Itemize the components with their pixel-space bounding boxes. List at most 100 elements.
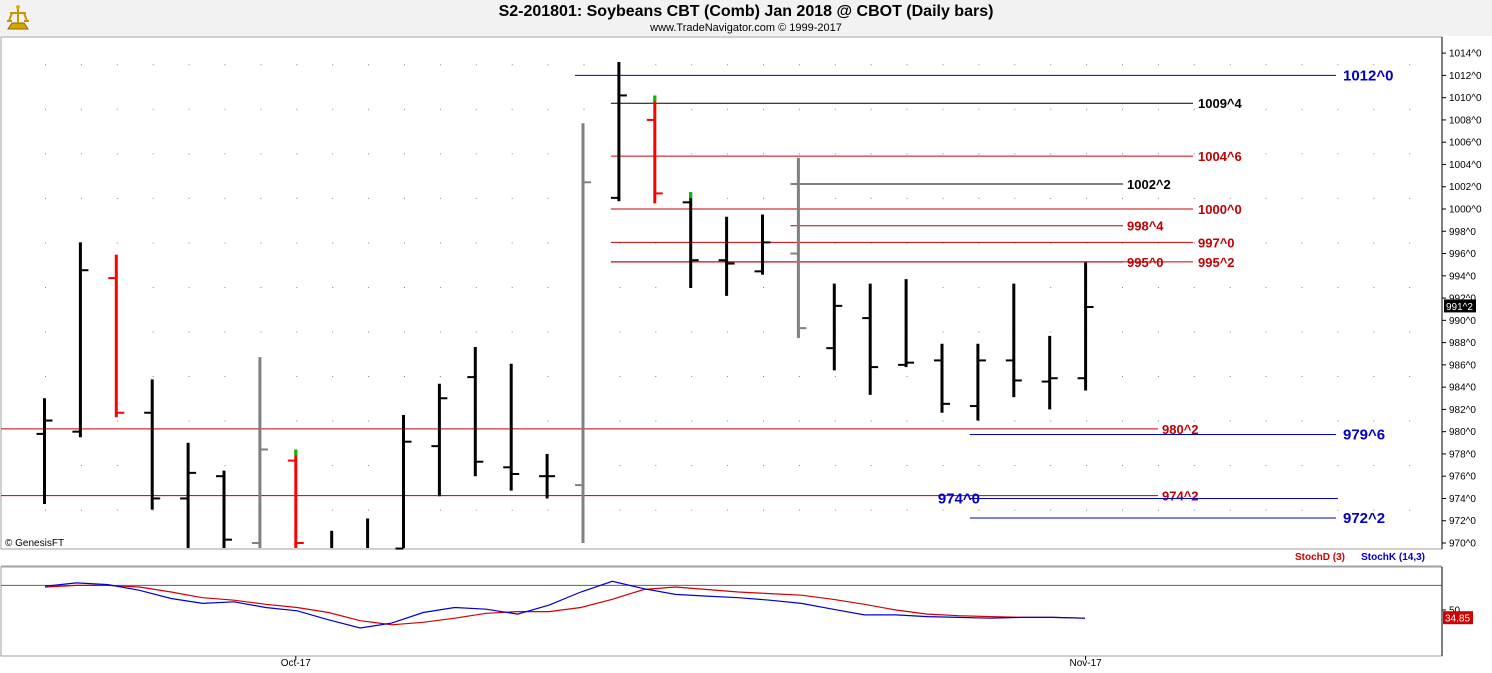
y-axis-tick-label: 974^0 [1449, 494, 1476, 505]
grid-dot [116, 509, 118, 511]
grid-dot [834, 509, 836, 511]
grid-dot [691, 376, 693, 377]
grid-dot [224, 465, 226, 467]
grid-dot [1409, 286, 1411, 288]
grid-dot [547, 108, 549, 110]
stoch-line [44, 584, 1086, 626]
grid-dot [1050, 331, 1052, 333]
grid-dot [368, 108, 370, 110]
grid-dot [1050, 197, 1052, 199]
grid-dot [439, 376, 441, 377]
grid-dot [978, 197, 980, 199]
grid-dot [1122, 420, 1123, 422]
grid-dot [583, 108, 585, 110]
grid-dot [1193, 286, 1195, 288]
grid-dot [152, 242, 154, 244]
grid-dot [152, 108, 154, 110]
grid-dot [260, 153, 262, 155]
grid-dot [978, 509, 980, 511]
grid-dot [1265, 331, 1267, 333]
grid-dot [368, 420, 370, 422]
grid-dot [1301, 420, 1303, 422]
grid-dot [475, 242, 477, 244]
grid-dot [1301, 153, 1303, 155]
grid-dot [404, 242, 405, 244]
grid-dot [763, 420, 764, 422]
grid-dot [475, 509, 477, 511]
legend-stoch-k: StochK (14,3) [1361, 552, 1425, 563]
y-axis-tick-label: 1002^0 [1449, 182, 1482, 193]
grid-dot [1265, 420, 1267, 422]
grid-dot [1301, 376, 1303, 377]
grid-dot [1050, 420, 1052, 422]
grid-dot [942, 197, 944, 199]
grid-dot [1193, 108, 1195, 110]
grid-dot [1265, 465, 1267, 467]
grid-dot [116, 420, 118, 422]
grid-dot [1193, 64, 1195, 66]
grid-dot [1229, 465, 1231, 467]
grid-dot [1122, 197, 1123, 199]
grid-dot [1301, 509, 1303, 511]
grid-dot [45, 153, 46, 155]
grid-dot [1014, 64, 1016, 66]
grid-dot [1050, 108, 1052, 110]
grid-dot [1337, 64, 1339, 66]
grid-dot [1193, 197, 1195, 199]
grid-dot [475, 64, 477, 66]
y-axis-tick-label: 998^0 [1449, 227, 1476, 238]
grid-dot [188, 331, 190, 333]
grid-dot [1409, 108, 1411, 110]
grid-dot [260, 242, 262, 244]
grid-dot [870, 108, 872, 110]
grid-dot [906, 420, 908, 422]
grid-dot [763, 153, 764, 155]
grid-dot [1157, 108, 1159, 110]
grid-dot [80, 509, 82, 511]
grid-dot [906, 465, 908, 467]
grid-dot [942, 108, 944, 110]
y-axis-tick-label: 1012^0 [1449, 71, 1482, 82]
grid-dot [152, 509, 154, 511]
grid-dot [1193, 242, 1195, 244]
grid-dot [978, 64, 980, 66]
chart-header [0, 0, 1492, 36]
grid-dot [834, 108, 836, 110]
grid-dot [439, 64, 441, 66]
grid-dot [188, 108, 190, 110]
grid-dot [475, 153, 477, 155]
level-label: 980^2 [1162, 422, 1199, 437]
y-axis-tick-label: 988^0 [1449, 338, 1476, 349]
grid-dot [798, 108, 800, 110]
genesis-logo-icon [7, 5, 29, 30]
grid-dot [1014, 465, 1016, 467]
y-axis-tick-label: 1006^0 [1449, 138, 1482, 149]
grid-dot [1337, 376, 1339, 377]
level-label: 974^0 [938, 490, 980, 507]
grid-dot [978, 420, 980, 422]
grid-dot [1373, 465, 1375, 467]
grid-dot [906, 108, 908, 110]
stoch-tick-label: 50 [1449, 606, 1461, 617]
grid-dot [547, 64, 549, 66]
grid-dot [1409, 64, 1411, 66]
grid-dot [978, 331, 980, 333]
grid-dot [1193, 331, 1195, 333]
grid-dot [1373, 108, 1375, 110]
grid-dot [763, 108, 764, 110]
grid-dot [332, 420, 334, 422]
grid-dot [1337, 108, 1339, 110]
grid-dot [1337, 197, 1339, 199]
grid-dot [1229, 420, 1231, 422]
y-axis-tick-label: 990^0 [1449, 316, 1476, 327]
grid-dot [655, 509, 657, 511]
grid-dot [368, 331, 370, 333]
grid-dot [1193, 376, 1195, 377]
grid-dot [1373, 286, 1375, 288]
grid-dot [906, 509, 908, 511]
grid-dot [332, 509, 334, 511]
grid-dot [224, 242, 226, 244]
grid-dot [655, 376, 657, 377]
grid-dot [1014, 108, 1016, 110]
grid-dot [1337, 242, 1339, 244]
